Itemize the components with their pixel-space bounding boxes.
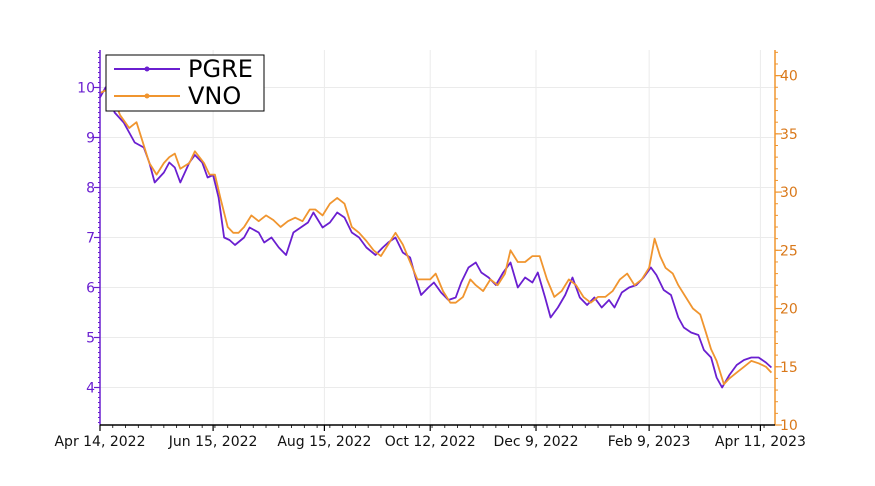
legend-label-pgre: PGRE	[188, 55, 253, 83]
right-tick-label: 15	[780, 360, 798, 376]
legend-marker-vno	[144, 93, 150, 99]
right-tick-label: 35	[780, 127, 798, 143]
series-layer	[99, 86, 773, 389]
right-tick-label: 40	[780, 69, 798, 85]
x-tick-label: Apr 11, 2023	[715, 434, 806, 450]
x-tick-label: Apr 14, 2022	[54, 434, 145, 450]
left-tick-label: 8	[86, 181, 95, 197]
legend-label-vno: VNO	[188, 82, 241, 110]
left-tick-label: 7	[86, 231, 95, 247]
right-tick-label: 25	[780, 243, 798, 259]
x-tick-label: Oct 12, 2022	[385, 434, 476, 450]
left-tick-label: 6	[86, 281, 95, 297]
x-tick-label: Jun 15, 2022	[168, 434, 258, 450]
legend-box	[105, 54, 265, 112]
x-tick-label: Aug 15, 2022	[277, 434, 371, 450]
right-tick-label: 30	[780, 185, 798, 201]
x-tick-label: Dec 9, 2022	[494, 434, 579, 450]
series-line-pgre	[99, 86, 773, 389]
x-tick-label: Feb 9, 2023	[608, 434, 691, 450]
left-tick-label: 9	[86, 131, 95, 147]
series-line-vno	[99, 88, 773, 386]
left-tick-label: 4	[86, 381, 95, 397]
right-tick-label: 10	[780, 418, 798, 434]
left-tick-label: 5	[86, 331, 95, 347]
right-tick-label: 20	[780, 302, 798, 318]
left-tick-label: 10	[77, 81, 95, 97]
axes: 4 5 6 7 8 9 10 10 15 20 25 30 35 40 Apr 14, 2022 Jun 15…	[54, 50, 806, 450]
legend-marker-pgre	[144, 66, 150, 72]
